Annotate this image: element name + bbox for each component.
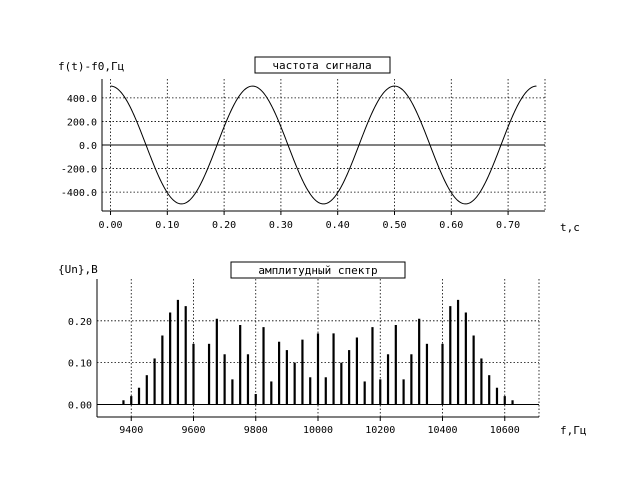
spectrum-xtick-label-0: 9400 [119, 425, 143, 436]
frequency-chart-xlabel: t,c [560, 221, 580, 234]
frequency-xtick-label-3: 0.30 [269, 220, 293, 231]
frequency-ytick-label-1: 200.0 [67, 117, 97, 128]
frequency-xtick-label-5: 0.50 [382, 220, 406, 231]
frequency-xtick-label-2: 0.20 [212, 220, 236, 231]
spectrum-chart-title: амплитудный спектр [258, 264, 377, 277]
frequency-series-line [110, 85, 537, 205]
spectrum-chart-xlabel: f,Гц [560, 424, 587, 437]
frequency-xtick-label-6: 0.60 [439, 220, 463, 231]
spectrum-bars [122, 299, 514, 405]
spectrum-xtick-label-6: 10600 [490, 425, 520, 436]
spectrum-chart-xticks: 9400 9600 9800 10000 10200 10400 10600 [119, 425, 520, 436]
frequency-chart-axes [101, 79, 546, 215]
spectrum-chart-yticks: 0.20 0.10 0.00 [68, 317, 92, 412]
frequency-xtick-label-7: 0.70 [496, 220, 520, 231]
frequency-xtick-label-4: 0.40 [326, 220, 350, 231]
spectrum-xtick-label-5: 10400 [427, 425, 457, 436]
frequency-chart-grid [102, 79, 545, 211]
spectrum-chart-ylabel: {Un},B [58, 263, 98, 276]
frequency-xtick-label-1: 0.10 [155, 220, 179, 231]
frequency-chart-title-box [254, 56, 391, 74]
frequency-ytick-label-3: -200.0 [61, 165, 97, 176]
frequency-ytick-label-0: 400.0 [67, 94, 97, 105]
frequency-xtick-label-0: 0.00 [98, 220, 122, 231]
frequency-chart-ylabel: f(t)-f0,Гц [58, 60, 124, 73]
spectrum-ytick-label-0: 0.20 [68, 317, 92, 328]
spectrum-chart-title-box [230, 261, 406, 279]
frequency-chart: f(t)-f0,Гц частота сигнала t,c 0.00 0.10 0… [58, 56, 580, 234]
spectrum-xtick-label-1: 9600 [181, 425, 205, 436]
spectrum-xtick-label-3: 10000 [303, 425, 333, 436]
frequency-chart-xticks: 0.00 0.10 0.20 0.30 0.40 0.50 0.60 0.70 [98, 220, 520, 231]
spectrum-ytick-label-1: 0.10 [68, 359, 92, 370]
frequency-chart-title: частота сигнала [272, 59, 371, 72]
spectrum-xtick-label-2: 9800 [244, 425, 268, 436]
frequency-ytick-label-2: 0.0 [79, 141, 97, 152]
spectrum-ytick-label-2: 0.00 [68, 400, 92, 411]
frequency-ytick-label-4: -400.0 [61, 188, 97, 199]
frequency-chart-yticks: 400.0 200.0 0.0 -200.0 -400.0 [61, 94, 97, 199]
spectrum-chart: {Un},B амплитудный спектр f,Гц 9400 9600 9… [58, 261, 587, 437]
spectrum-xtick-label-4: 10200 [365, 425, 395, 436]
